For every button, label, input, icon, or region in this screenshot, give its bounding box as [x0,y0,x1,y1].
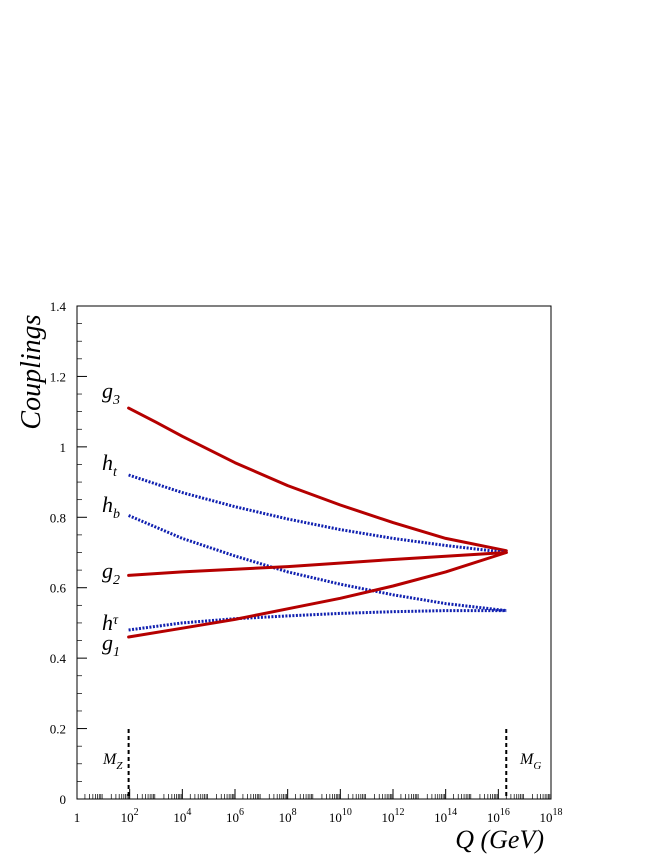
y-axis-title: Couplings [16,314,47,429]
plot-frame [76,305,552,800]
x-tick-label: 1012 [382,807,405,825]
y-tick-label: 0.4 [50,651,67,666]
series-label-htau: hτ [102,610,119,635]
y-tick-label: 0.8 [50,510,66,525]
series-line-g1 [127,551,508,639]
series-line-hb [128,514,507,613]
x-tick-label: 1016 [487,807,510,825]
x-minor-ticks [84,794,551,799]
scale-markers: MZ MG [102,729,541,799]
y-axis-ticks: 0 0.2 0.4 0.6 0.8 1 1.2 1.4 [50,299,87,807]
y-tick-label: 0 [60,792,67,807]
y-tick-label: 0.2 [50,722,66,737]
y-tick-label: 1 [60,440,67,455]
x-tick-label: 102 [121,807,139,825]
y-tick-label: 1.2 [50,369,66,384]
series-label-g2: g2 [102,558,120,588]
series-lines [127,406,508,639]
series-label-g3: g3 [102,378,120,408]
series-label-hb: hb [102,492,120,522]
series-line-g2 [127,551,508,577]
x-axis-title: Q (GeV) [455,825,544,854]
series-label-ht: ht [102,450,118,480]
x-tick-label: 1 [74,810,81,825]
series-line-g3 [127,406,508,553]
x-tick-label: 1018 [540,807,563,825]
y-tick-label: 1.4 [50,299,67,314]
mz-label: MZ [102,751,123,772]
x-tick-label: 104 [173,807,191,825]
series-label-g1: g1 [102,630,120,660]
x-tick-label: 1014 [434,807,457,825]
series-line-htau [128,609,507,632]
x-tick-label: 1010 [329,807,352,825]
x-tick-label: 106 [226,807,244,825]
x-axis-ticks: 1 102 104 106 108 1010 1012 1014 1016 1018 [74,789,563,825]
y-tick-label: 0.6 [50,581,67,596]
series-line-ht [128,473,507,554]
x-tick-label: 108 [279,807,297,825]
mg-label: MG [519,751,541,772]
